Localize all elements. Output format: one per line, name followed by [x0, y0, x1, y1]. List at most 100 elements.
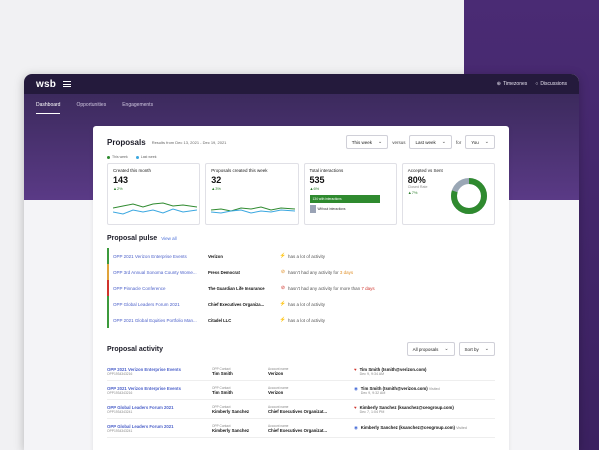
pulse-message: hasn't had any activity for more than 7 … [288, 286, 375, 291]
owner-value: You [471, 139, 479, 145]
menu-icon[interactable] [63, 81, 72, 87]
this-week-line [113, 202, 197, 209]
proposal-name[interactable]: OPP Global Leaders Forum 2021 [113, 301, 180, 307]
no-interactions-label: Without interactions [317, 207, 346, 211]
heart-icon: ♥ [354, 404, 357, 410]
pulse-message: hasn't had any activity for 3 days [288, 270, 353, 275]
proposal-name[interactable]: OPP 2021 Verizon Enterprise Events [113, 253, 187, 259]
tab-dashboard[interactable]: Dashboard [36, 102, 61, 114]
donut-accepted-arc [451, 178, 487, 214]
lightning-icon: ⚡ [279, 317, 287, 323]
account-caption: Account name [268, 366, 289, 371]
stat-label: Proposals created this week [211, 168, 268, 173]
activity-who: Kimberly Sanchez (ksanchez@ceogroup.com) [360, 425, 455, 430]
inactive-icon: ⊘ [280, 285, 286, 291]
stat-created-week[interactable]: Proposals created this week 32 ▲3% [205, 163, 299, 225]
view-all-link[interactable]: View all [161, 236, 177, 241]
filter-value: All proposals [412, 346, 439, 352]
proposal-name[interactable]: OPP 2021 Verizon Enterprise Events [107, 366, 181, 372]
contact-name: Kimberly Sanchez [212, 408, 250, 414]
list-item[interactable]: OPP 2021 Verizon Enterprise Events Veriz… [107, 248, 495, 264]
period-value: This week [351, 139, 372, 145]
inactive-icon: ⊘ [280, 269, 286, 275]
for-label: for [455, 139, 462, 145]
chevron-down-icon: ⌄ [444, 346, 449, 352]
proposal-name[interactable]: OPP 2021 Global Equities Portfolio Man..… [113, 317, 197, 323]
owner-select[interactable]: You ⌄ [465, 135, 495, 149]
proposal-filter-select[interactable]: All proposals ⌄ [406, 342, 455, 356]
top-bar: wsb ⊕ Timezones ○ Discussions [24, 74, 579, 94]
legend-last-label: Last week [140, 155, 157, 159]
activity-who: Kimberly Sanchez (ksanchez@ceogroup.com) [359, 404, 454, 410]
last-week-line [211, 209, 296, 214]
tab-opportunities[interactable]: Opportunities [76, 102, 107, 108]
list-item[interactable]: OPP Global Leaders Forum 2021 Chief Exec… [107, 296, 495, 312]
tab-engagements[interactable]: Engagements [122, 102, 154, 108]
table-row[interactable]: OPP 2021 Verizon Enterprise Events OPP193… [107, 362, 495, 381]
proposal-name[interactable]: OPP Global Leaders Forum 2021 [107, 404, 174, 410]
account-caption: Account name [268, 423, 289, 428]
activity-action: Visited [428, 386, 440, 391]
activity-list: OPP 2021 Verizon Enterprise Events OPP193… [107, 362, 495, 438]
table-row[interactable]: OPP Global Leaders Forum 2021 OPP19343432… [107, 400, 495, 419]
chevron-down-icon: ⌄ [441, 139, 446, 145]
sort-select[interactable]: Sort by ⌄ [458, 342, 495, 356]
account-name: Press Democrat [208, 269, 240, 275]
contact-caption: OPP Contact [212, 385, 231, 390]
discussions-link[interactable]: ○ Discussions [535, 81, 567, 87]
blue-dot-icon [135, 155, 139, 159]
pulse-message-text: hasn't had any activity for more than [288, 285, 362, 291]
date-range: Results from Dec 13, 2021 - Dec 19, 2021 [151, 139, 227, 145]
activity-header: Proposal activity All proposals ⌄ Sort by… [107, 342, 495, 356]
stat-interactions[interactable]: Total interactions 535 ▲6% 134 with inte… [303, 163, 397, 225]
proposal-id: OPP1934343241 [107, 428, 133, 433]
pulse-message: has a lot of activity [288, 317, 326, 323]
account-name: Chief Executives Organizat... [268, 427, 327, 433]
chat-icon: ○ [535, 81, 539, 87]
pulse-days: 7 days [361, 285, 375, 291]
proposal-name[interactable]: OPP 3rd Annual Sonoma County Wome... [113, 269, 197, 275]
stat-accepted[interactable]: Accepted vs Sent 80% Closed Rate ▲7% [401, 163, 495, 225]
account-name: Verizon [268, 370, 284, 376]
discussions-label: Discussions [540, 81, 567, 87]
stat-delta: ▲6% [309, 186, 320, 191]
table-row[interactable]: OPP 2021 Verizon Enterprise Events OPP193… [107, 381, 495, 400]
list-item[interactable]: OPP 2021 Global Equities Portfolio Man..… [107, 312, 495, 328]
activity-action: Visited [456, 426, 467, 430]
table-row[interactable]: OPP Global Leaders Forum 2021 OPP19343432… [107, 419, 495, 438]
pulse-days: 3 days [339, 269, 354, 275]
list-item[interactable]: OPP Pinnacle Conference The Guardian Lif… [107, 280, 495, 296]
proposals-card: Proposals Results from Dec 13, 2021 - De… [93, 126, 509, 450]
this-week-line [211, 206, 296, 212]
timezones-label: Timezones [503, 81, 528, 87]
eye-icon: ◉ [354, 425, 358, 430]
proposal-name[interactable]: OPP Pinnacle Conference [113, 285, 166, 291]
chevron-down-icon: ⌄ [484, 346, 489, 352]
stat-delta: ▲2% [113, 186, 123, 191]
account-caption: Account name [268, 385, 289, 390]
stat-value: 80% [407, 175, 426, 185]
green-dot-icon [107, 155, 110, 159]
account-name: Citadel LLC [208, 317, 232, 323]
activity-time: Dec 9, 9:34 AM [359, 371, 385, 376]
account-name: Verizon [268, 389, 284, 395]
list-item[interactable]: OPP 3rd Annual Sonoma County Wome... Pre… [107, 264, 495, 280]
sort-value: Sort by [464, 346, 479, 352]
period-select[interactable]: This week ⌄ [345, 135, 389, 149]
interactions-bar: 134 with interactions [309, 195, 380, 203]
no-interactions-bar: Without interactions [309, 205, 391, 213]
lightning-icon: ⚡ [279, 253, 287, 259]
proposal-name[interactable]: OPP Global Leaders Forum 2021 [107, 423, 174, 429]
stat-created-month[interactable]: Created this month 143 ▲2% [107, 163, 201, 225]
stat-delta: ▲7% [407, 190, 418, 195]
proposal-name[interactable]: OPP 2021 Verizon Enterprise Events [107, 385, 181, 391]
contact-caption: OPP Contact [212, 404, 231, 409]
timezones-link[interactable]: ⊕ Timezones [497, 81, 527, 87]
proposals-title: Proposals [107, 137, 146, 147]
compare-value: Last week [415, 139, 436, 145]
legend-last-week: Last week [135, 155, 157, 159]
pulse-title: Proposal pulse [107, 235, 158, 242]
contact-name: Tim Smith [212, 370, 233, 376]
proposal-id: OPP1934343216 [107, 390, 133, 395]
compare-select[interactable]: Last week ⌄ [409, 135, 452, 149]
